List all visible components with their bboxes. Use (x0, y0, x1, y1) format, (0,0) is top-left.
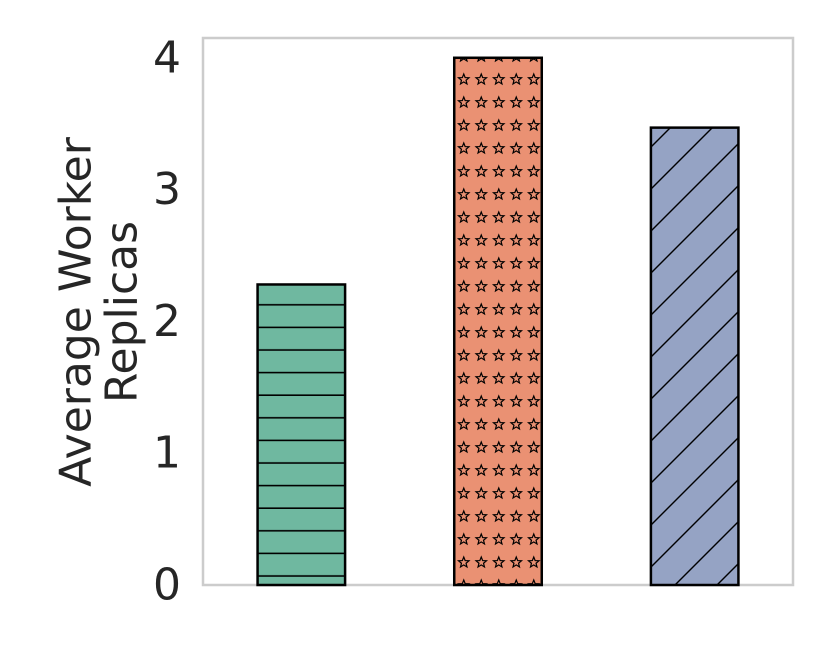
y-tick-label: 0 (153, 560, 181, 611)
bar (649, 126, 740, 587)
bars (256, 56, 740, 587)
y-axis-label-line-1: Average Worker (51, 136, 102, 487)
y-axis-ticks: 0 1 2 3 4 (153, 32, 181, 610)
bar-hatch (257, 284, 346, 585)
bar-outline (452, 56, 544, 587)
y-axis-label: Average Worker Replicas (51, 136, 148, 487)
y-axis-label-line-2: Replicas (97, 221, 148, 403)
y-tick-label: 1 (153, 428, 181, 479)
bar (256, 283, 347, 587)
bar-outline (649, 126, 740, 587)
bar-hatch (454, 57, 542, 586)
bar (452, 56, 544, 587)
bar-outline (256, 283, 347, 587)
y-tick-label: 2 (153, 296, 181, 347)
y-tick-label: 3 (153, 164, 181, 215)
bar-hatch (650, 127, 739, 586)
y-tick-label: 4 (153, 32, 181, 83)
